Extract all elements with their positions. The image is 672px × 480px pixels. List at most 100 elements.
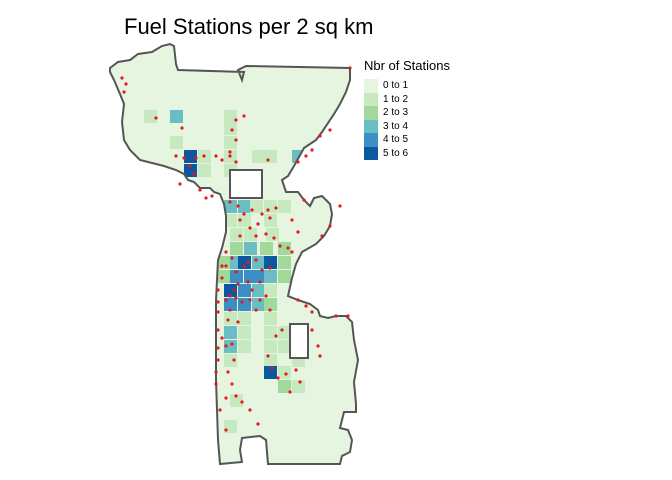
density-cell bbox=[224, 340, 237, 353]
fuel-station-point bbox=[280, 328, 284, 332]
density-cell bbox=[264, 200, 277, 213]
fuel-station-point bbox=[216, 328, 220, 332]
fuel-station-point bbox=[266, 208, 270, 212]
density-cell bbox=[266, 228, 279, 241]
fuel-station-point bbox=[318, 134, 322, 138]
fuel-station-point bbox=[232, 358, 236, 362]
fuel-station-point bbox=[274, 206, 278, 210]
fuel-station-point bbox=[304, 154, 308, 158]
density-cell bbox=[264, 284, 277, 297]
legend-swatch bbox=[364, 146, 378, 160]
legend-item: 4 to 5 bbox=[364, 133, 450, 147]
fuel-station-point bbox=[260, 212, 264, 216]
density-cell bbox=[224, 326, 237, 339]
fuel-station-point bbox=[284, 372, 288, 376]
legend-swatch bbox=[364, 133, 378, 147]
legend-item: 2 to 3 bbox=[364, 106, 450, 120]
density-cell bbox=[238, 326, 251, 339]
fuel-station-point bbox=[216, 288, 220, 292]
density-cell bbox=[252, 298, 265, 311]
density-cell bbox=[170, 136, 183, 149]
fuel-station-point bbox=[182, 156, 186, 160]
density-cell bbox=[244, 228, 257, 241]
fuel-station-point bbox=[296, 230, 300, 234]
fuel-station-point bbox=[270, 366, 274, 370]
density-cell bbox=[184, 150, 197, 163]
density-cell bbox=[218, 270, 231, 283]
density-cell bbox=[278, 200, 291, 213]
density-cell bbox=[238, 214, 251, 227]
fuel-station-point bbox=[226, 370, 230, 374]
fuel-station-point bbox=[192, 172, 196, 176]
fuel-station-point bbox=[216, 310, 220, 314]
fuel-station-point bbox=[238, 218, 242, 222]
fuel-station-point bbox=[242, 264, 246, 268]
fuel-station-point bbox=[220, 158, 224, 162]
density-cell bbox=[224, 136, 237, 149]
fuel-station-point bbox=[194, 156, 198, 160]
density-cell bbox=[170, 110, 183, 123]
fuel-station-point bbox=[210, 194, 214, 198]
fuel-station-point bbox=[264, 294, 268, 298]
fuel-station-point bbox=[294, 368, 298, 372]
fuel-station-point bbox=[246, 280, 250, 284]
density-cell bbox=[278, 366, 291, 379]
fuel-station-point bbox=[234, 160, 238, 164]
fuel-station-point bbox=[258, 298, 262, 302]
fuel-station-point bbox=[204, 196, 208, 200]
fuel-station-point bbox=[248, 408, 252, 412]
density-cell bbox=[224, 354, 237, 367]
density-cell bbox=[264, 298, 277, 311]
fuel-station-point bbox=[224, 344, 228, 348]
fuel-station-point bbox=[214, 382, 218, 386]
fuel-station-point bbox=[242, 114, 246, 118]
fuel-station-point bbox=[240, 400, 244, 404]
fuel-station-point bbox=[230, 256, 234, 260]
fuel-station-point bbox=[234, 394, 238, 398]
fuel-station-point bbox=[328, 224, 332, 228]
fuel-station-point bbox=[188, 164, 192, 168]
fuel-station-point bbox=[254, 258, 258, 262]
density-cell bbox=[224, 284, 237, 297]
fuel-station-point bbox=[220, 264, 224, 268]
density-cell bbox=[278, 340, 291, 353]
density-cell bbox=[264, 256, 277, 269]
density-cell bbox=[264, 312, 277, 325]
fuel-station-point bbox=[348, 66, 352, 70]
fuel-station-point bbox=[234, 138, 238, 142]
fuel-station-point bbox=[266, 354, 270, 358]
excluded-area bbox=[229, 169, 263, 199]
fuel-station-point bbox=[228, 154, 232, 158]
fuel-station-point bbox=[278, 244, 282, 248]
density-cell bbox=[252, 256, 265, 269]
density-cell bbox=[278, 256, 291, 269]
legend-swatch bbox=[364, 119, 378, 133]
density-cell bbox=[238, 256, 251, 269]
density-cell bbox=[238, 312, 251, 325]
fuel-station-point bbox=[220, 336, 224, 340]
density-cell bbox=[224, 200, 237, 213]
legend-label: 1 to 2 bbox=[383, 93, 409, 105]
fuel-station-point bbox=[228, 294, 232, 298]
fuel-station-point bbox=[234, 296, 238, 300]
fuel-station-point bbox=[248, 226, 252, 230]
fuel-station-point bbox=[304, 304, 308, 308]
fuel-station-point bbox=[248, 298, 252, 302]
density-cell bbox=[292, 380, 305, 393]
fuel-station-point bbox=[298, 380, 302, 384]
fuel-station-point bbox=[296, 298, 300, 302]
fuel-station-point bbox=[232, 288, 236, 292]
fuel-station-point bbox=[228, 308, 232, 312]
density-cell bbox=[264, 340, 277, 353]
density-cell bbox=[252, 150, 265, 163]
fuel-station-point bbox=[230, 382, 234, 386]
fuel-station-point bbox=[276, 376, 280, 380]
density-cell bbox=[252, 270, 265, 283]
fuel-station-point bbox=[120, 76, 124, 80]
fuel-station-point bbox=[318, 354, 322, 358]
density-cell bbox=[224, 214, 237, 227]
fuel-station-point bbox=[272, 236, 276, 240]
city-outline bbox=[109, 42, 360, 466]
legend-item: 0 to 1 bbox=[364, 79, 450, 93]
